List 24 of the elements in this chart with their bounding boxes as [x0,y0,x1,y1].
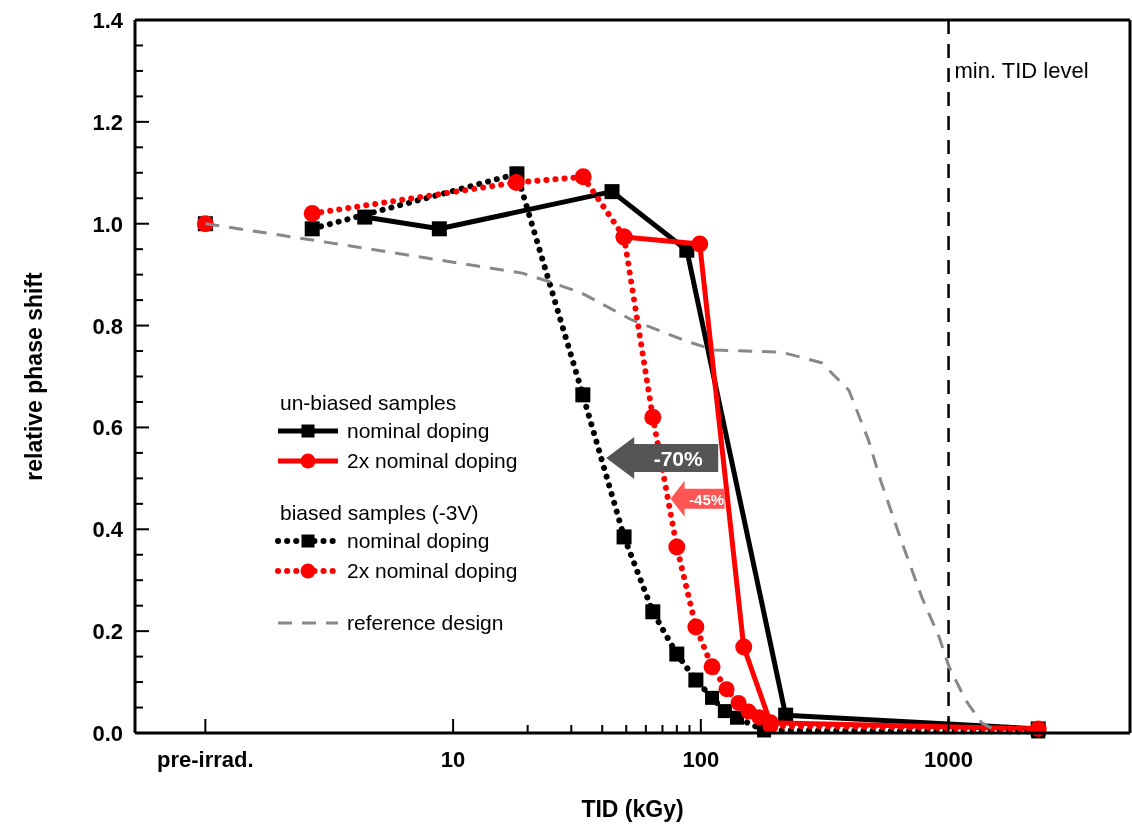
x-tick-label: 100 [682,747,720,772]
legend-label: 2x nominal doping [347,449,518,472]
x-tick-label: pre-irrad. [157,747,254,772]
y-tick-label: 1.2 [92,109,123,135]
annotation: -45% [689,490,725,508]
x-tick-label: 1000 [924,747,974,772]
y-axis-title: relative phase shift [21,271,47,481]
y-tick-label: 0.0 [92,721,123,746]
annotation: -70% [653,446,704,470]
legend-label: 2x nominal doping [347,559,518,582]
annotation: biased samples (-3V) [280,501,479,524]
y-tick-label: 0.6 [92,415,123,441]
y-tick-label: 0.8 [92,313,123,339]
y-tick-label: 1.4 [92,8,124,33]
legend-label: reference design [347,611,504,634]
legend-label: nominal doping [347,529,490,552]
x-axis-title: TID (kGy) [581,796,684,822]
y-tick-label: 0.4 [92,517,124,543]
legend-label: nominal doping [347,419,490,442]
ref-line-label: min. TID level [954,58,1089,83]
y-tick-label: 0.2 [92,619,123,645]
annotation: un-biased samples [280,391,457,414]
y-tick-label: 1.0 [92,211,123,237]
x-tick-label: 10 [440,747,466,772]
